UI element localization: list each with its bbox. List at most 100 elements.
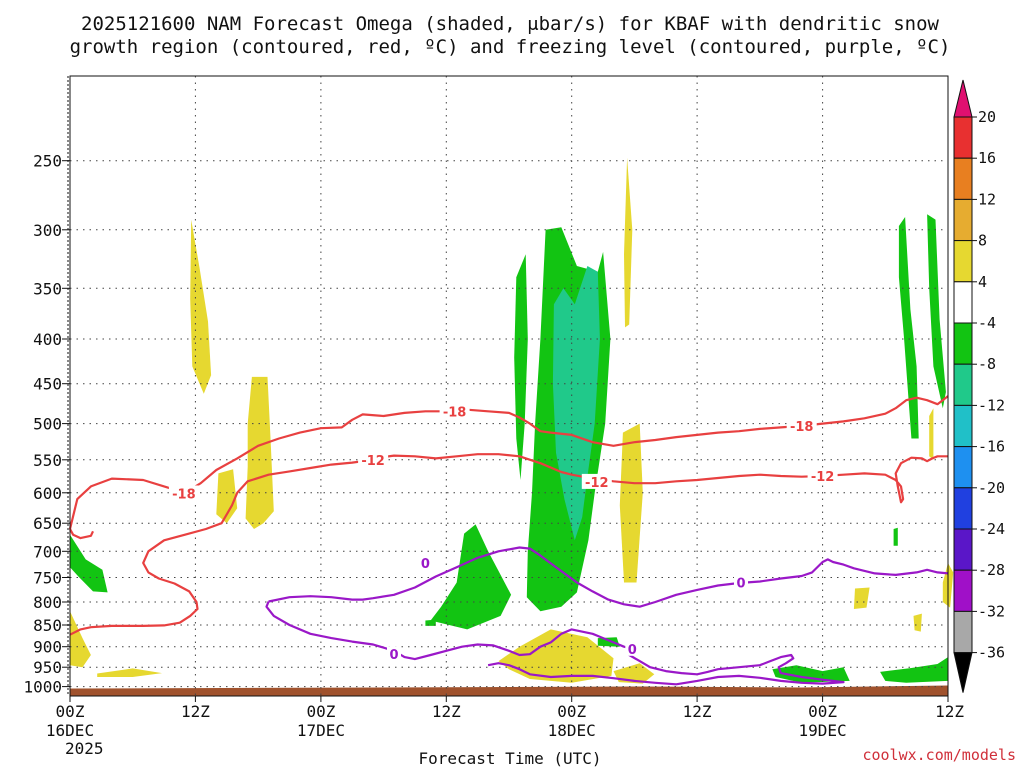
colorbar-label-1: 16 xyxy=(978,149,996,167)
colorbar-label-5: -4 xyxy=(978,314,996,332)
xtick-date-0: 16DEC xyxy=(46,721,94,740)
ytick-label-1000: 1000 xyxy=(23,678,62,697)
contour-label-bg-5 xyxy=(807,468,838,483)
ytick-label-550: 550 xyxy=(33,451,62,470)
contour-label-5: -12 xyxy=(811,470,835,485)
freezing-level-contour-1 xyxy=(265,601,845,686)
ytick-label-300: 300 xyxy=(33,221,62,240)
omega-region-4-4 xyxy=(624,157,633,328)
colorbar-swatch-5 xyxy=(953,322,973,365)
ytick-label-850: 850 xyxy=(33,616,62,635)
omega-region-4-10 xyxy=(913,613,922,632)
contour-layer xyxy=(68,395,949,686)
colorbar-label-11: -28 xyxy=(978,561,1005,579)
omega-region-4-9 xyxy=(853,587,870,609)
ytick-label-350: 350 xyxy=(33,279,62,298)
xtick-time-6: 00Z xyxy=(808,702,837,721)
colorbar-swatch-11 xyxy=(953,569,973,612)
contour-label-6: 0 xyxy=(421,557,430,572)
contour-label-bg-6 xyxy=(418,555,433,570)
x-axis-label: Forecast Time (UTC) xyxy=(418,749,601,768)
colorbar-label-10: -24 xyxy=(978,520,1005,538)
contour-label-bg-9 xyxy=(625,640,640,656)
omega-region-4-6 xyxy=(97,668,162,677)
xtick-time-4: 00Z xyxy=(557,702,586,721)
xtick-date-4: 18DEC xyxy=(548,721,596,740)
xtick-date-6: 19DEC xyxy=(799,721,847,740)
colorbar-swatch-10 xyxy=(953,528,973,571)
ytick-label-450: 450 xyxy=(33,375,62,394)
omega-region--4-20 xyxy=(880,657,948,683)
omega-region-4-2 xyxy=(216,469,238,524)
ytick-label-700: 700 xyxy=(33,542,62,561)
omega-region--8-24 xyxy=(552,266,600,541)
ytick-label-900: 900 xyxy=(33,638,62,657)
colorbar-swatch-4 xyxy=(953,281,973,324)
colorbar-label-8: -16 xyxy=(978,438,1005,456)
xtick-time-1: 12Z xyxy=(181,702,210,721)
contour-label-4: -18 xyxy=(790,420,814,435)
omega-region-4-3 xyxy=(619,423,643,583)
xtick-time-5: 12Z xyxy=(683,702,712,721)
colorbar-label-12: -32 xyxy=(978,602,1005,620)
xtick-time-3: 12Z xyxy=(432,702,461,721)
contour-label-0: -18 xyxy=(443,405,467,420)
omega-region--4-17 xyxy=(898,217,919,439)
omega-region--4-21 xyxy=(597,637,620,647)
colorbar-swatch-0 xyxy=(953,116,973,159)
contour-label-bg-7 xyxy=(734,574,748,590)
xtick-time-0: 00Z xyxy=(56,702,85,721)
colorbar-swatch-8 xyxy=(953,446,973,489)
xtick-time-7: 12Z xyxy=(935,702,964,721)
colorbar-swatch-2 xyxy=(953,198,973,242)
colorbar-label-13: -36 xyxy=(978,644,1005,662)
contour-label-2: -12 xyxy=(361,454,385,469)
colorbar-swatch-9 xyxy=(953,487,973,530)
ytick-label-500: 500 xyxy=(33,415,62,434)
omega-region--4-19 xyxy=(772,665,850,683)
omega-region-4-7 xyxy=(498,629,614,683)
xtick-year-0: 2025 xyxy=(65,739,104,758)
contour-label-8: 0 xyxy=(389,648,398,663)
colorbar-label-4: 4 xyxy=(978,273,987,291)
colorbar-swatch-7 xyxy=(953,404,973,448)
freezing-level-contour-0 xyxy=(268,546,949,608)
ytick-label-750: 750 xyxy=(33,569,62,588)
contour-label-7: 0 xyxy=(736,577,745,592)
plot-frame xyxy=(69,75,949,697)
contour-label-bg-2 xyxy=(358,451,389,467)
ground-surface xyxy=(70,685,948,696)
colorbar-bottom-arrow xyxy=(953,652,973,693)
omega-region--4-18 xyxy=(927,214,946,409)
y-axis-ticks: 250 300 350 400 450 500 550 600 650 700 750 800 850 9… xyxy=(23,152,70,697)
colorbar-label-6: -8 xyxy=(978,355,996,373)
colorbar-swatch-12 xyxy=(953,610,973,654)
colorbar-label-2: 12 xyxy=(978,190,996,208)
contour-label-bg-4 xyxy=(786,417,817,433)
omega-region--4-22 xyxy=(425,619,436,626)
ytick-label-800: 800 xyxy=(33,593,62,612)
omega-region--4-16 xyxy=(70,534,108,593)
omega-region-4-5 xyxy=(70,611,91,668)
colorbar-label-0: 20 xyxy=(978,108,996,126)
contour-label-1: -18 xyxy=(172,488,196,503)
xtick-date-2: 17DEC xyxy=(297,721,345,740)
contour-label-bg-0 xyxy=(439,403,470,419)
contour-label-bg-8 xyxy=(387,646,401,662)
colorbar-top-arrow xyxy=(953,79,973,118)
dgz-contour--18-1 xyxy=(69,528,94,540)
dgz-contour--12-2 xyxy=(69,453,948,636)
omega-shading-layer xyxy=(70,157,954,684)
colorbar: 20 16 12 8 4 -4 -8 -12 -16 -20 -24 -28 -32 -36 xyxy=(953,79,1005,693)
omega-region--4-15 xyxy=(430,524,512,630)
contour-label-3: -12 xyxy=(585,476,609,491)
omega-region-4-1 xyxy=(245,376,274,529)
omega-region--4-23 xyxy=(893,527,898,546)
ytick-label-600: 600 xyxy=(33,484,62,503)
ground-layer xyxy=(70,685,948,696)
contour-label-bg-1 xyxy=(168,485,199,501)
source-url[interactable]: coolwx.com/models xyxy=(862,746,1016,764)
ytick-label-250: 250 xyxy=(33,152,62,171)
